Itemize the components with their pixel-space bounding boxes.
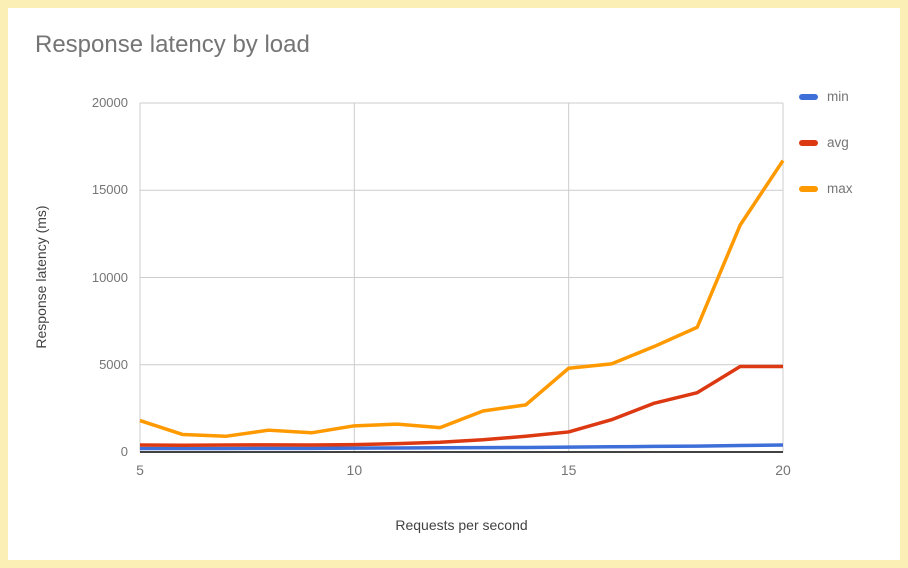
x-axis-title: Requests per second xyxy=(395,517,528,533)
avg-legend-swatch xyxy=(799,140,818,146)
y-axis-tick-label: 5000 xyxy=(99,356,128,372)
legend-label: max xyxy=(827,181,853,196)
x-axis-tick-label: 15 xyxy=(560,462,577,478)
max-line xyxy=(139,159,785,439)
legend-item-min: min xyxy=(799,90,853,104)
y-axis-tick-label: 10000 xyxy=(91,269,128,285)
plot-area xyxy=(139,102,785,453)
avg-line xyxy=(139,364,783,447)
max-legend-swatch xyxy=(799,186,818,192)
legend-label: min xyxy=(827,89,849,104)
chart-title: Response latency by load xyxy=(35,31,310,58)
x-axis-tick-label: 10 xyxy=(346,462,363,478)
y-axis-tick-label: 15000 xyxy=(91,182,128,198)
y-axis-tick-label: 20000 xyxy=(91,95,128,110)
x-axis-tick-label: 5 xyxy=(136,462,144,478)
legend: min avg max xyxy=(799,90,853,196)
min-legend-swatch xyxy=(799,94,818,100)
legend-item-max: max xyxy=(799,182,853,196)
legend-item-avg: avg xyxy=(799,136,853,150)
x-axis-tick-label: 20 xyxy=(775,462,791,478)
legend-label: avg xyxy=(827,135,849,150)
min-line xyxy=(140,443,784,451)
y-axis-tick-label: 0 xyxy=(120,444,128,459)
